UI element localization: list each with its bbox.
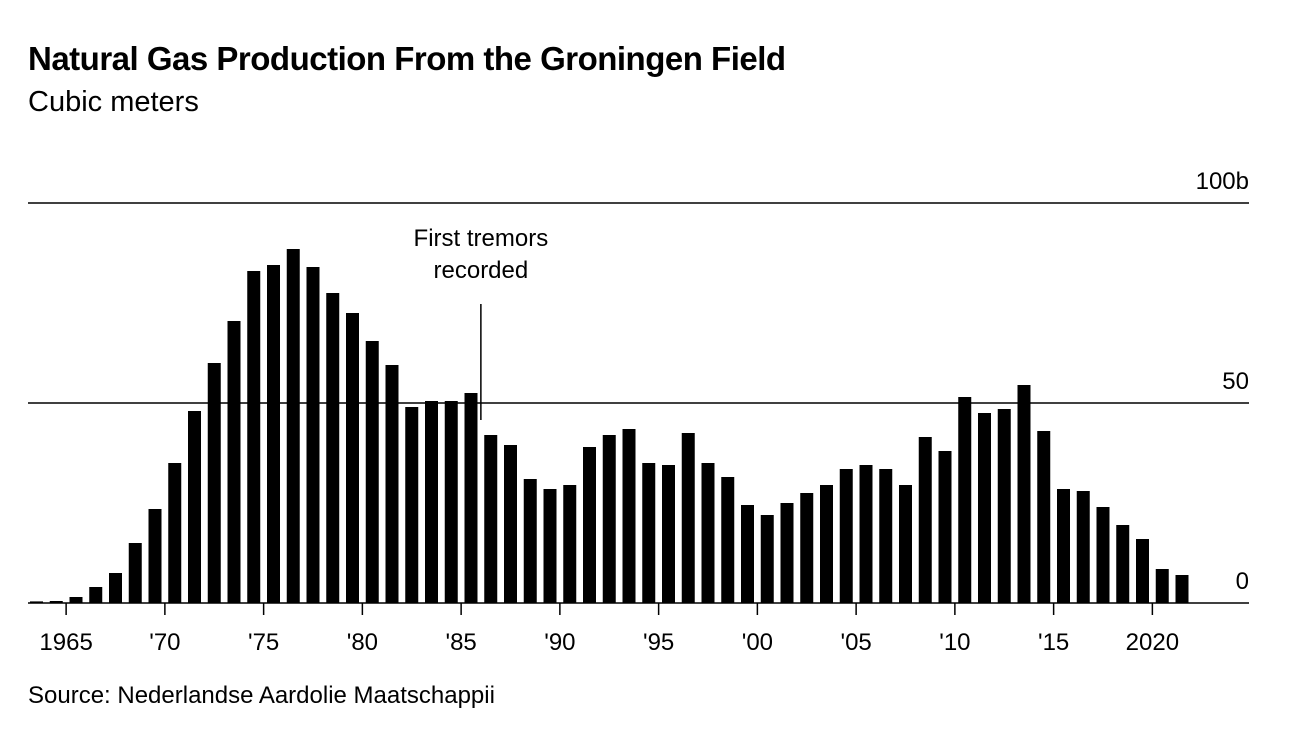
bar-2012	[997, 409, 1011, 603]
bar-1994	[642, 463, 656, 603]
chart-title: Natural Gas Production From the Groninge…	[28, 40, 786, 77]
bar-2010	[958, 397, 972, 603]
bar-2008	[918, 437, 932, 603]
bar-2004	[839, 469, 853, 603]
y-tick-label: 100b	[1196, 168, 1249, 195]
bar-1965	[69, 597, 83, 603]
bar-1997	[701, 463, 715, 603]
bar-1968	[128, 543, 142, 603]
bar-1991	[583, 447, 596, 603]
annotation-text: First tremors	[414, 225, 549, 252]
bar-1989	[543, 489, 557, 603]
annotation-text: recorded	[434, 257, 529, 284]
bar-2011	[978, 413, 991, 603]
bar-1980	[365, 341, 379, 603]
bar-1974	[247, 271, 261, 603]
x-tick-label: '05	[840, 629, 871, 656]
bar-2002	[800, 493, 814, 603]
bar-1987	[504, 445, 517, 603]
bar-2013	[1017, 385, 1031, 603]
x-tick-label: '75	[248, 629, 279, 656]
bar-1983	[425, 401, 438, 603]
bar-2019	[1136, 539, 1149, 603]
bar-1973	[227, 321, 241, 603]
bar-2016	[1076, 491, 1090, 603]
bar-1967	[109, 573, 122, 603]
bar-1986	[484, 435, 498, 603]
bar-2007	[899, 485, 912, 603]
bar-1998	[721, 477, 735, 603]
bar-1996	[681, 433, 695, 603]
bar-1984	[444, 401, 458, 603]
y-tick-label: 50	[1222, 368, 1249, 395]
bar-1990	[563, 485, 577, 603]
x-tick-label: 1965	[39, 629, 92, 656]
x-tick-label: '85	[445, 629, 476, 656]
bar-1988	[523, 479, 537, 603]
bar-1993	[622, 429, 636, 603]
bar-2018	[1116, 525, 1130, 603]
bar-1972	[207, 363, 221, 603]
bar-2020	[1155, 569, 1169, 603]
x-tick-label: '10	[939, 629, 970, 656]
bar-1999	[741, 505, 754, 603]
bars	[30, 249, 1189, 603]
bar-2017	[1096, 507, 1110, 603]
bar-1995	[662, 465, 675, 603]
bar-2021	[1175, 575, 1189, 603]
x-tick-label: '90	[544, 629, 575, 656]
chart-subtitle: Cubic meters	[28, 86, 199, 118]
annotation: First tremors recorded	[414, 225, 549, 420]
y-axis: 0 50 100b	[1196, 168, 1249, 595]
bar-2001	[780, 503, 794, 603]
bar-1975	[267, 265, 280, 603]
bar-1963	[30, 601, 43, 603]
bar-2000	[760, 515, 774, 603]
bar-2006	[879, 469, 893, 603]
bar-1977	[306, 267, 320, 603]
x-axis: 1965 '70 '75 '80 '85 '90 '95 '00 '05 '10 '15 2020	[39, 603, 1179, 656]
bar-2014	[1037, 431, 1051, 603]
bar-1966	[89, 587, 103, 603]
bar-1982	[405, 407, 419, 603]
bar-1992	[602, 435, 616, 603]
x-tick-label: '15	[1038, 629, 1069, 656]
bar-2015	[1057, 489, 1070, 603]
y-tick-label: 0	[1236, 568, 1249, 595]
bar-1976	[286, 249, 300, 603]
bar-2003	[820, 485, 833, 603]
x-tick-label: '70	[149, 629, 180, 656]
bar-1979	[346, 313, 359, 603]
bar-1985	[464, 393, 478, 603]
source-note: Source: Nederlandse Aardolie Maatschappi…	[28, 682, 495, 709]
x-tick-label: '95	[643, 629, 674, 656]
bar-2005	[859, 465, 873, 603]
x-tick-label: 2020	[1126, 629, 1179, 656]
bar-2009	[938, 451, 952, 603]
bar-1970	[168, 463, 182, 603]
bar-1971	[188, 411, 201, 603]
bar-1978	[326, 293, 340, 603]
x-tick-label: '80	[347, 629, 378, 656]
bar-1964	[49, 601, 63, 603]
bar-1981	[385, 365, 399, 603]
x-tick-label: '00	[742, 629, 773, 656]
bar-1969	[148, 509, 162, 603]
